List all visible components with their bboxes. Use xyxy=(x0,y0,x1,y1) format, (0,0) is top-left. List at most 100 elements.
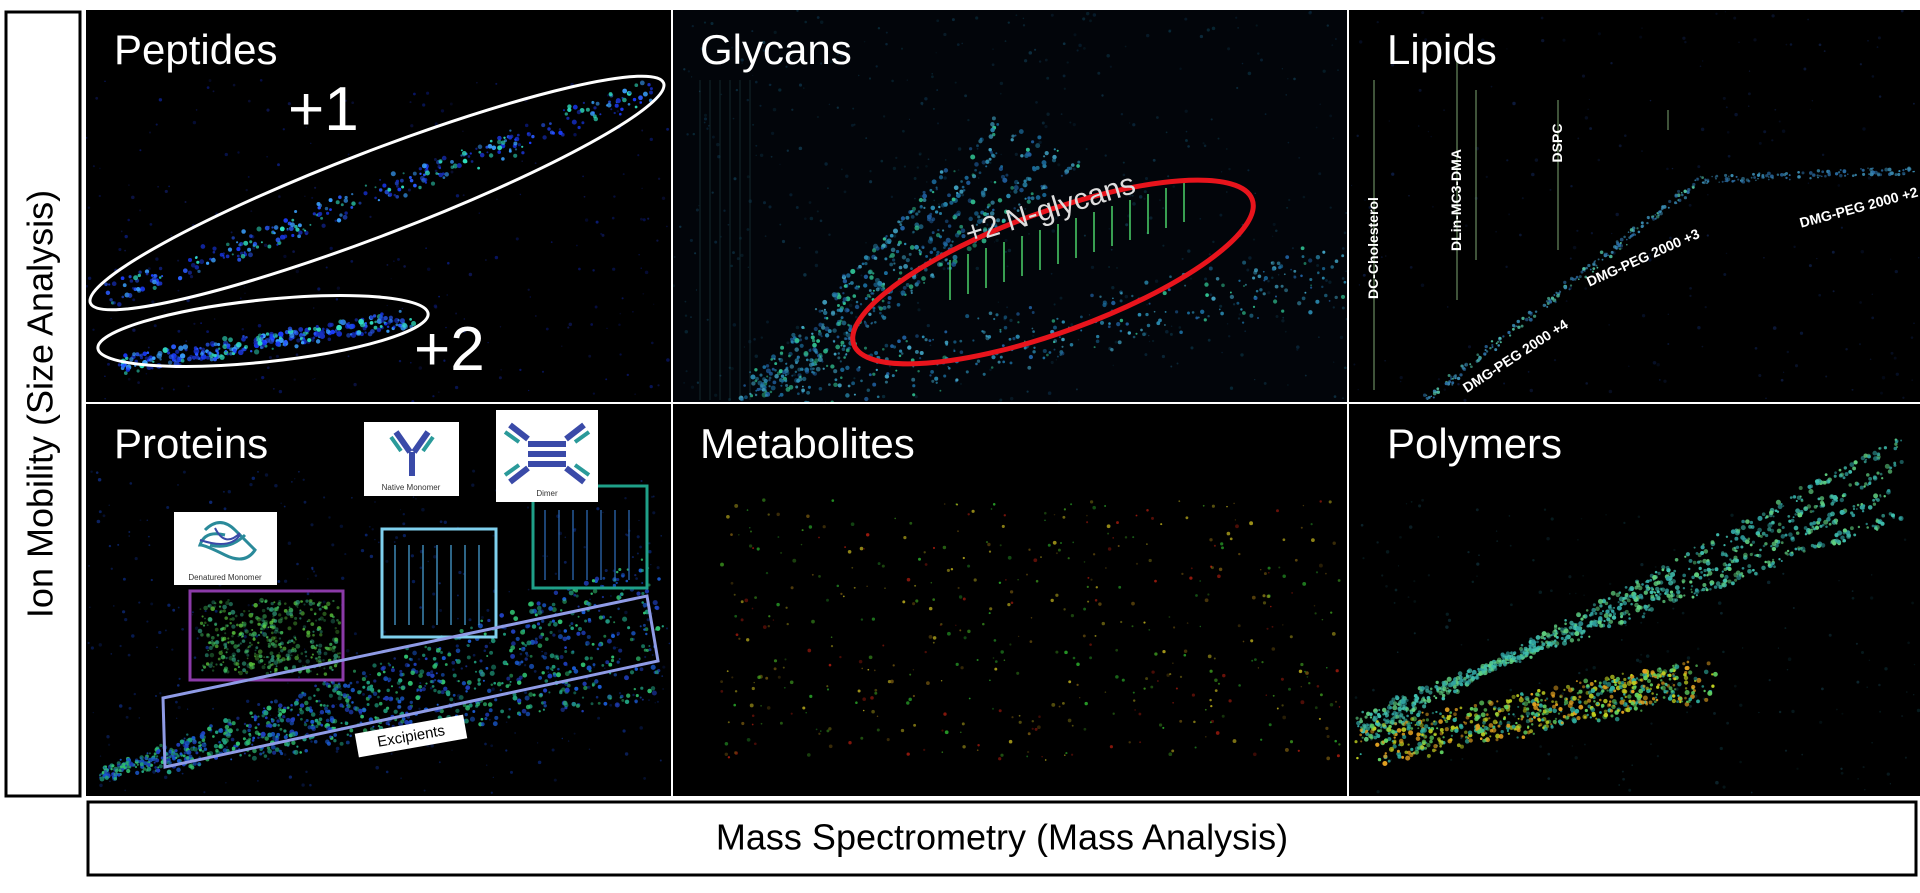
ion-signal xyxy=(257,634,261,637)
ion-signal xyxy=(818,387,823,391)
panel-background xyxy=(673,10,1347,402)
ion-signal xyxy=(1038,140,1042,145)
ion-signal xyxy=(995,313,999,317)
ion-signal xyxy=(239,753,242,757)
ion-signal xyxy=(850,123,854,127)
ion-signal xyxy=(774,362,778,366)
ion-signal xyxy=(581,610,586,615)
ion-signal xyxy=(224,616,228,620)
ion-signal xyxy=(432,592,436,596)
ion-signal xyxy=(300,652,304,655)
ion-signal xyxy=(1044,186,1048,189)
ion-signal xyxy=(314,718,319,723)
ion-signal xyxy=(872,372,876,376)
ion-signal xyxy=(1786,350,1790,354)
ion-signal xyxy=(541,650,543,653)
ion-signal xyxy=(1714,176,1717,178)
ion-signal xyxy=(634,573,637,577)
ion-signal xyxy=(603,634,607,638)
ion-signal xyxy=(500,140,506,145)
ion-signal xyxy=(1331,44,1334,47)
ion-signal xyxy=(1321,618,1324,621)
ion-signal xyxy=(433,545,437,549)
ion-signal xyxy=(626,373,629,377)
ion-signal xyxy=(516,698,522,703)
ion-signal xyxy=(1652,215,1655,218)
ion-signal xyxy=(932,598,936,601)
ion-signal xyxy=(1837,171,1841,174)
ion-signal xyxy=(1818,293,1822,297)
ion-signal xyxy=(831,310,836,315)
ion-signal xyxy=(1227,335,1231,338)
ion-signal xyxy=(1246,268,1250,272)
ion-signal xyxy=(469,716,476,722)
ion-signal xyxy=(267,748,273,754)
ion-signal xyxy=(1619,242,1622,244)
ion-signal xyxy=(1384,255,1387,257)
ion-signal xyxy=(544,637,549,641)
ion-signal xyxy=(497,135,502,141)
ion-signal xyxy=(374,501,376,503)
ion-signal xyxy=(848,282,851,285)
ion-signal xyxy=(150,578,153,582)
ion-signal xyxy=(237,665,241,669)
ion-signal xyxy=(468,682,471,685)
ion-signal xyxy=(360,548,365,553)
ion-signal xyxy=(1913,322,1915,325)
ion-signal xyxy=(229,618,232,621)
ion-signal xyxy=(201,749,205,753)
ion-signal xyxy=(112,301,116,305)
ion-signal xyxy=(386,263,389,266)
x-axis-box xyxy=(86,800,1918,877)
ion-signal xyxy=(259,631,263,634)
ion-signal xyxy=(151,366,154,370)
ion-signal xyxy=(514,148,518,151)
ion-signal xyxy=(155,750,160,755)
ion-signal xyxy=(989,161,992,164)
ion-signal xyxy=(1050,13,1054,17)
ion-signal xyxy=(252,748,257,754)
ion-signal xyxy=(1042,348,1047,354)
ion-signal xyxy=(528,601,533,607)
ion-signal xyxy=(443,359,446,362)
ion-signal xyxy=(1470,365,1473,369)
ion-signal xyxy=(919,253,922,256)
ion-signal xyxy=(158,266,163,271)
ion-signal xyxy=(138,270,142,274)
ion-signal xyxy=(1626,238,1628,241)
ion-signal xyxy=(298,676,300,679)
ion-signal xyxy=(928,339,932,343)
ion-signal xyxy=(243,344,249,350)
ion-signal xyxy=(1490,85,1493,88)
ion-signal xyxy=(430,744,434,748)
ion-signal xyxy=(923,281,926,284)
ion-signal xyxy=(260,334,264,338)
ion-signal xyxy=(1860,249,1865,254)
ion-signal xyxy=(121,363,126,369)
ion-signal xyxy=(285,653,290,658)
ion-signal xyxy=(330,329,335,335)
ion-signal xyxy=(898,271,903,275)
ion-signal xyxy=(896,302,901,307)
ion-signal xyxy=(136,286,141,292)
ion-signal xyxy=(830,400,834,402)
ion-signal xyxy=(233,667,237,671)
ion-signal xyxy=(128,765,132,769)
ion-signal xyxy=(1752,172,1755,176)
ion-signal xyxy=(435,647,438,649)
ion-signal xyxy=(163,310,166,312)
ion-signal xyxy=(209,500,213,504)
ion-signal xyxy=(324,606,329,610)
ion-signal xyxy=(438,295,440,298)
ion-signal xyxy=(991,153,995,158)
ion-signal xyxy=(1794,364,1799,368)
ion-signal xyxy=(362,685,366,689)
ion-signal xyxy=(304,650,308,654)
ion-signal xyxy=(231,657,236,662)
ion-signal xyxy=(339,213,343,217)
ion-signal xyxy=(429,686,433,690)
ion-signal xyxy=(943,32,947,37)
ion-signal xyxy=(1104,154,1107,157)
ion-signal xyxy=(279,718,285,723)
ion-signal xyxy=(146,519,149,522)
